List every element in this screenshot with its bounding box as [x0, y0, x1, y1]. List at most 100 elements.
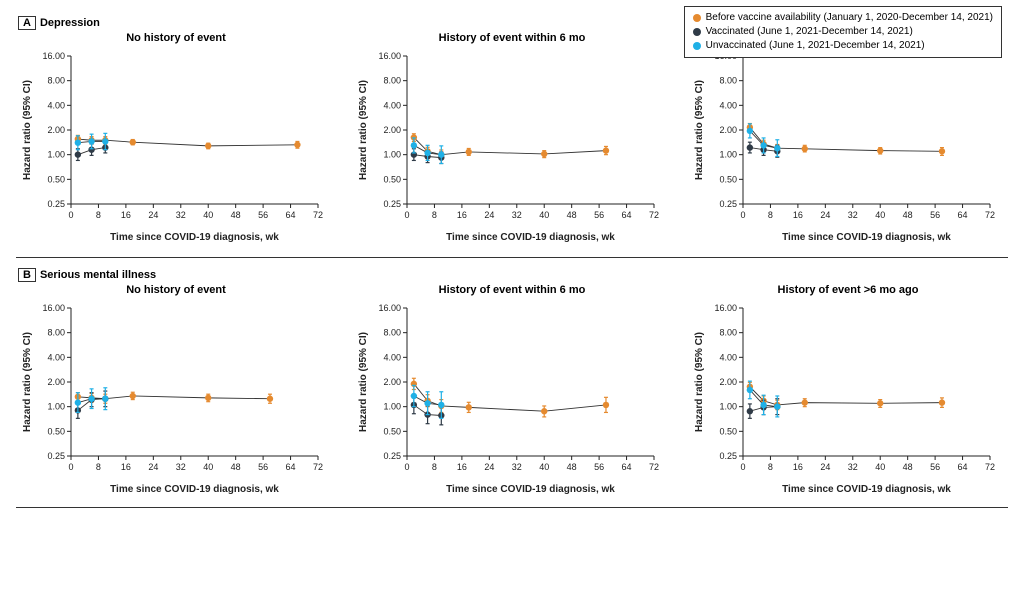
chart-panel: No history of event0.250.501.002.004.008…	[16, 284, 336, 503]
legend-item-before: Before vaccine availability (January 1, …	[693, 11, 993, 25]
svg-text:40: 40	[539, 210, 549, 220]
svg-text:56: 56	[258, 210, 268, 220]
svg-text:Hazard ratio (95% CI): Hazard ratio (95% CI)	[694, 332, 705, 432]
row-title: Depression	[40, 17, 100, 29]
legend: Before vaccine availability (January 1, …	[684, 6, 1002, 58]
svg-text:4.00: 4.00	[47, 100, 65, 110]
svg-text:8.00: 8.00	[383, 76, 401, 86]
svg-text:64: 64	[286, 210, 296, 220]
svg-text:8: 8	[96, 210, 101, 220]
chart-panel: No history of event0.250.501.002.004.008…	[16, 32, 336, 251]
svg-text:0: 0	[68, 210, 73, 220]
svg-text:2.00: 2.00	[47, 377, 65, 387]
legend-label: Before vaccine availability (January 1, …	[706, 11, 993, 25]
svg-text:24: 24	[484, 210, 494, 220]
svg-text:8: 8	[432, 462, 437, 472]
chart-panel: History of event within 6 mo0.250.501.00…	[352, 32, 672, 251]
svg-text:48: 48	[567, 462, 577, 472]
svg-text:4.00: 4.00	[719, 100, 737, 110]
chart-panel: History of event within 6 mo 0.25 0.50 1.00…	[352, 284, 672, 503]
svg-text:Time since COVID-19 diagnosis,: Time since COVID-19 diagnosis, wk	[782, 232, 951, 243]
svg-text:8: 8	[768, 462, 773, 472]
panel-title: No history of event	[16, 284, 336, 296]
panel-title: History of event >6 mo ago	[688, 284, 1008, 296]
svg-text:48: 48	[231, 462, 241, 472]
svg-text:32: 32	[512, 462, 522, 472]
legend-item-vaccinated: Vaccinated (June 1, 2021-December 14, 20…	[693, 25, 993, 39]
svg-text:8: 8	[96, 462, 101, 472]
svg-text:0: 0	[404, 210, 409, 220]
svg-text:48: 48	[903, 210, 913, 220]
svg-text:1.00: 1.00	[383, 150, 401, 160]
svg-text:Time since COVID-19 diagnosis,: Time since COVID-19 diagnosis, wk	[110, 484, 279, 495]
svg-text:48: 48	[231, 210, 241, 220]
svg-text:32: 32	[512, 210, 522, 220]
svg-text:1.00: 1.00	[383, 402, 401, 412]
chart-panel-svg: 0.250.501.002.004.008.0016.0008162432404…	[16, 46, 326, 246]
svg-text:32: 32	[176, 210, 186, 220]
panel-title: History of event within 6 mo	[352, 284, 672, 296]
chart-grid: ADepressionNo history of event0.250.501.…	[16, 12, 1008, 503]
svg-text:Hazard ratio (95% CI): Hazard ratio (95% CI)	[694, 80, 705, 180]
svg-text:Hazard ratio (95% CI): Hazard ratio (95% CI)	[358, 332, 369, 432]
svg-text:56: 56	[930, 462, 940, 472]
svg-text:40: 40	[203, 210, 213, 220]
svg-text:0: 0	[404, 462, 409, 472]
svg-text:56: 56	[594, 462, 604, 472]
svg-text:0.50: 0.50	[383, 426, 401, 436]
svg-text:8.00: 8.00	[719, 76, 737, 86]
svg-text:2.00: 2.00	[383, 377, 401, 387]
svg-text:40: 40	[539, 462, 549, 472]
svg-text:16.00: 16.00	[714, 303, 737, 313]
chart-panel: History of event >6 mo ago0.250.501.002.…	[688, 32, 1008, 251]
svg-text:1.00: 1.00	[47, 402, 65, 412]
svg-text:72: 72	[313, 210, 323, 220]
svg-text:64: 64	[958, 210, 968, 220]
chart-panel-svg: 0.250.501.002.004.008.0016.0008162432404…	[688, 298, 998, 498]
svg-text:0.50: 0.50	[47, 426, 65, 436]
svg-text:24: 24	[820, 210, 830, 220]
svg-text:56: 56	[930, 210, 940, 220]
svg-text:8.00: 8.00	[383, 328, 401, 338]
svg-text:40: 40	[875, 210, 885, 220]
chart-panel-svg: 0.250.501.002.004.008.0016.0008162432404…	[688, 46, 998, 246]
svg-text:16: 16	[793, 462, 803, 472]
svg-text:Time since COVID-19 diagnosis,: Time since COVID-19 diagnosis, wk	[110, 232, 279, 243]
svg-text:Time since COVID-19 diagnosis,: Time since COVID-19 diagnosis, wk	[446, 484, 615, 495]
svg-text:64: 64	[622, 462, 632, 472]
svg-text:32: 32	[848, 210, 858, 220]
svg-text:0.25: 0.25	[383, 451, 401, 461]
svg-text:0.25: 0.25	[719, 199, 737, 209]
svg-text:16: 16	[121, 210, 131, 220]
svg-text:2.00: 2.00	[719, 377, 737, 387]
svg-text:1.00: 1.00	[719, 402, 737, 412]
svg-text:32: 32	[176, 462, 186, 472]
svg-text:56: 56	[258, 462, 268, 472]
svg-text:32: 32	[848, 462, 858, 472]
svg-text:0.25: 0.25	[719, 451, 737, 461]
chart-panel-svg: 0.250.501.002.004.008.0016.0008162432404…	[352, 46, 662, 246]
svg-text:56: 56	[594, 210, 604, 220]
row-id-box: B	[18, 268, 36, 282]
svg-text:16: 16	[121, 462, 131, 472]
legend-item-unvaccinated: Unvaccinated (June 1, 2021-December 14, …	[693, 39, 993, 53]
svg-text:2.00: 2.00	[383, 125, 401, 135]
row-title: Serious mental illness	[40, 269, 156, 281]
svg-text:Time since COVID-19 diagnosis,: Time since COVID-19 diagnosis, wk	[446, 232, 615, 243]
legend-label: Unvaccinated (June 1, 2021-December 14, …	[706, 39, 925, 53]
svg-text:0.25: 0.25	[47, 451, 65, 461]
svg-text:16: 16	[793, 210, 803, 220]
svg-text:16.00: 16.00	[42, 303, 65, 313]
svg-text:0: 0	[740, 210, 745, 220]
svg-text:0: 0	[68, 462, 73, 472]
svg-text:16.00: 16.00	[42, 51, 65, 61]
svg-text:0: 0	[740, 462, 745, 472]
svg-text:8.00: 8.00	[47, 328, 65, 338]
svg-text:16.00: 16.00	[378, 303, 401, 313]
svg-text:24: 24	[484, 462, 494, 472]
legend-dot-before	[693, 14, 701, 22]
panel-title: History of event within 6 mo	[352, 32, 672, 44]
svg-text:Hazard ratio (95% CI): Hazard ratio (95% CI)	[358, 80, 369, 180]
svg-text:64: 64	[622, 210, 632, 220]
bottom-divider	[16, 507, 1008, 508]
